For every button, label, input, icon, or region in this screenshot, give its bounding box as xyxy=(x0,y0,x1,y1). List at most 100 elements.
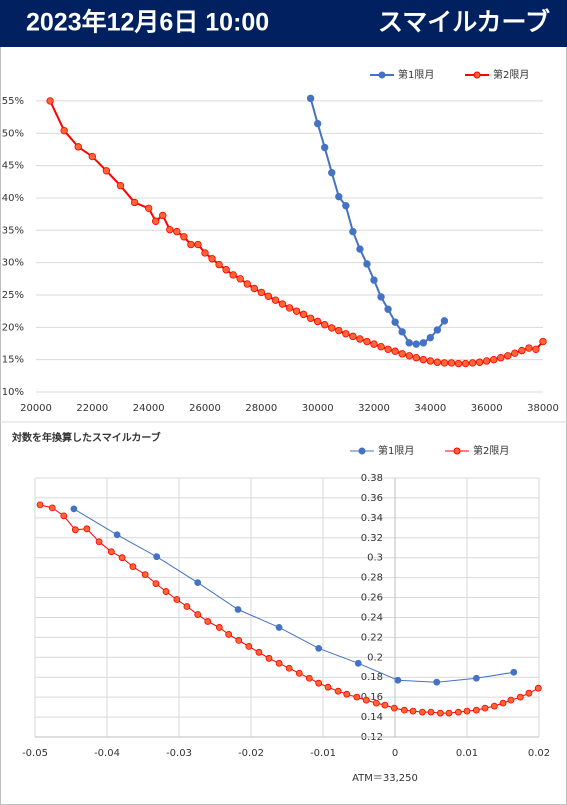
marker xyxy=(245,642,253,650)
marker xyxy=(472,706,480,714)
marker xyxy=(390,704,398,712)
marker xyxy=(271,296,280,304)
marker xyxy=(225,630,233,638)
marker xyxy=(324,683,332,691)
legend-label: 第1限月 xyxy=(398,68,434,81)
marker xyxy=(342,202,350,210)
marker xyxy=(194,240,202,249)
marker xyxy=(328,169,336,177)
marker xyxy=(510,668,518,676)
marker xyxy=(194,579,202,586)
marker xyxy=(229,271,237,279)
marker xyxy=(499,699,507,707)
marker xyxy=(377,293,385,301)
marker xyxy=(349,332,357,341)
marker xyxy=(215,624,223,631)
marker xyxy=(482,357,491,365)
marker xyxy=(394,676,402,684)
marker xyxy=(60,126,68,135)
marker xyxy=(372,699,380,707)
marker xyxy=(292,307,301,315)
marker xyxy=(70,505,78,513)
x-tick-label: -0.05 xyxy=(22,748,48,759)
marker xyxy=(468,359,477,367)
marker xyxy=(447,359,456,367)
marker xyxy=(235,636,243,644)
marker xyxy=(405,339,413,347)
plot xyxy=(36,501,542,717)
marker xyxy=(518,346,526,355)
y-tick-label: 0.38 xyxy=(361,473,383,484)
marker xyxy=(349,227,357,236)
x-tick-label: 0 xyxy=(392,748,398,759)
y-tick-label: 0.22 xyxy=(361,632,383,643)
marker xyxy=(398,328,406,336)
y-tick-label: 0.16 xyxy=(361,692,383,703)
x-tick-label: 28000 xyxy=(245,403,277,414)
marker xyxy=(370,276,378,284)
marker xyxy=(433,678,441,686)
y-tick-label: 0.36 xyxy=(361,493,383,504)
marker xyxy=(334,687,342,695)
marker xyxy=(313,119,322,128)
x-tick-label: -0.02 xyxy=(238,748,264,759)
y-tick-label: 0.28 xyxy=(361,573,383,584)
y-tick-label: 0.18 xyxy=(361,672,383,683)
marker xyxy=(306,94,315,103)
marker xyxy=(153,553,161,561)
marker xyxy=(370,340,378,348)
marker xyxy=(285,664,293,672)
legend-marker xyxy=(453,447,461,455)
marker xyxy=(180,233,188,241)
y-tick-label: 15% xyxy=(2,355,24,366)
x-tick-label: -0.01 xyxy=(310,748,336,759)
marker xyxy=(88,152,97,161)
marker xyxy=(418,708,426,716)
marker xyxy=(433,326,442,334)
marker xyxy=(440,317,449,325)
marker xyxy=(353,693,361,701)
x-tick-label: 20000 xyxy=(20,403,52,414)
marker xyxy=(511,349,519,357)
x-tick-label: 38000 xyxy=(527,403,559,414)
marker xyxy=(162,588,170,595)
x-tick-label: 0.01 xyxy=(456,748,478,759)
y-tick-label: 40% xyxy=(2,193,24,204)
legend-marker xyxy=(473,71,481,79)
marker xyxy=(377,343,385,351)
marker xyxy=(532,345,540,354)
legend-marker xyxy=(378,71,386,79)
y-tick-label: 0.2 xyxy=(367,652,383,663)
y-tick-label: 50% xyxy=(2,128,24,139)
x-tick-label: 22000 xyxy=(76,403,108,414)
marker xyxy=(321,321,329,329)
marker xyxy=(400,706,408,714)
marker xyxy=(335,326,343,335)
marker xyxy=(412,340,420,348)
legend-label: 第1限月 xyxy=(378,444,414,457)
marker xyxy=(433,358,442,366)
marker xyxy=(426,333,435,342)
marker xyxy=(419,339,427,347)
y-tick-label: 55% xyxy=(2,96,24,107)
y-tick-label: 45% xyxy=(2,161,24,172)
marker xyxy=(144,204,153,213)
chart-title: 対数を年換算したスマイルカーブ xyxy=(11,431,161,444)
marker xyxy=(475,358,484,366)
marker xyxy=(391,318,399,326)
y-tick-label: 25% xyxy=(2,290,24,301)
marker xyxy=(481,704,489,712)
marker xyxy=(116,181,125,190)
marker xyxy=(299,310,308,319)
marker xyxy=(315,679,323,687)
y-tick-label: 0.14 xyxy=(361,712,383,723)
marker xyxy=(208,255,216,263)
header-bar xyxy=(0,0,567,47)
marker xyxy=(384,345,392,354)
marker xyxy=(166,225,174,234)
header-date: 2023年12月6日 10:00 xyxy=(26,8,269,37)
marker xyxy=(141,571,149,579)
marker xyxy=(472,674,480,682)
marker xyxy=(454,359,463,368)
